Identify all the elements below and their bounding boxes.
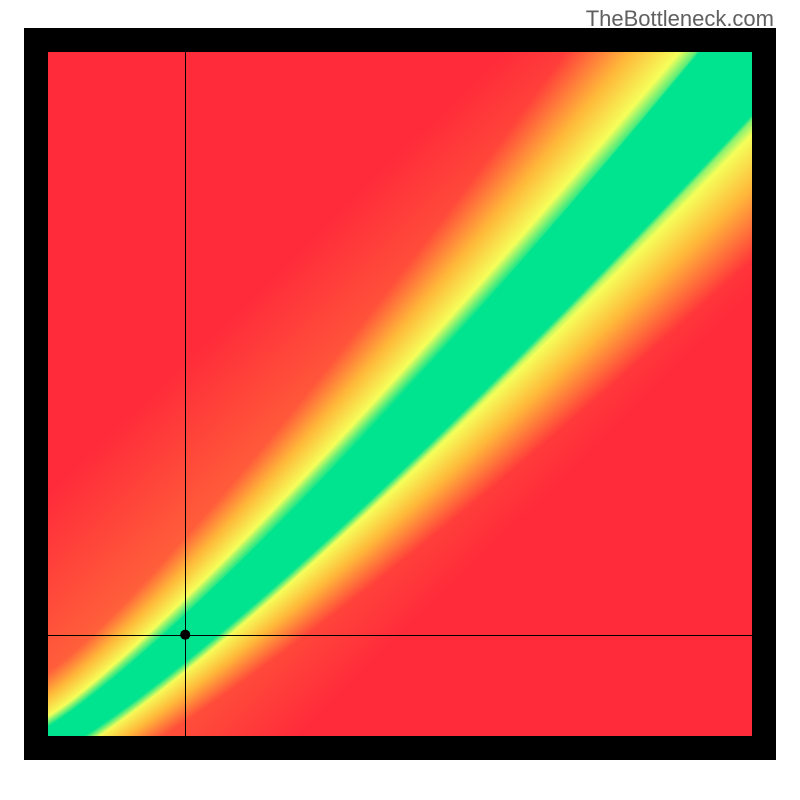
watermark-text: TheBottleneck.com	[586, 6, 774, 32]
bottleneck-heatmap	[0, 0, 800, 800]
chart-container: TheBottleneck.com	[0, 0, 800, 800]
